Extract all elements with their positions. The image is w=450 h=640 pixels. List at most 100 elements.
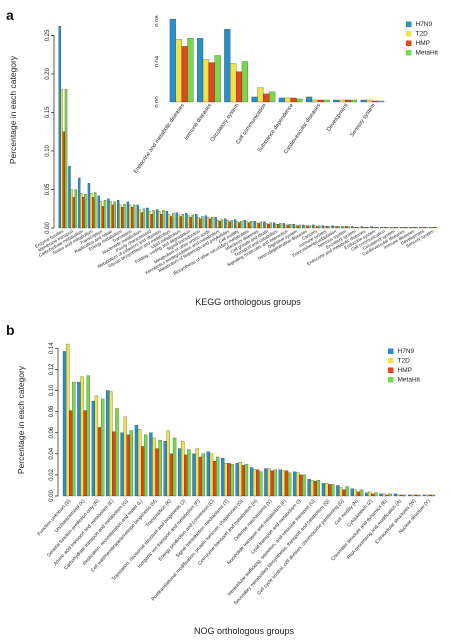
bar <box>394 227 397 229</box>
bar <box>425 227 428 229</box>
bar <box>89 193 93 229</box>
panel-a-y-axis: 0.00 0.05 0.10 0.15 0.20 0.25 <box>45 29 55 234</box>
y-tick-label: 0.25 <box>45 29 51 41</box>
bar <box>218 220 221 229</box>
bar <box>166 430 171 497</box>
bar <box>382 493 386 497</box>
bar <box>272 222 276 229</box>
bar <box>191 214 194 229</box>
bar <box>236 71 243 103</box>
bar <box>144 434 148 497</box>
bar <box>228 221 231 229</box>
panel-a-label: a <box>6 7 14 23</box>
bar <box>374 227 377 229</box>
bar <box>384 227 387 229</box>
bar <box>310 480 314 497</box>
bar <box>290 97 297 103</box>
bar <box>247 222 251 229</box>
y-tick-label: 0.00 <box>45 222 51 234</box>
bar <box>323 99 330 103</box>
bar <box>83 410 87 497</box>
bar <box>179 216 183 229</box>
y-tick-label: 0.06 <box>49 426 55 438</box>
bar <box>335 226 338 229</box>
bar <box>339 487 343 497</box>
bar <box>409 227 412 229</box>
bar <box>94 192 97 229</box>
bar <box>393 493 398 497</box>
bar <box>172 437 177 497</box>
bar <box>212 461 217 497</box>
bar <box>296 472 300 497</box>
bar <box>121 207 124 229</box>
bar <box>198 456 202 497</box>
bar <box>58 26 61 229</box>
bar <box>224 29 231 103</box>
bar <box>287 472 292 497</box>
bar <box>240 220 243 229</box>
bar <box>296 98 303 103</box>
bar <box>311 224 315 229</box>
bar <box>230 63 237 103</box>
bar <box>62 351 67 497</box>
bar <box>227 463 231 497</box>
bar <box>339 99 346 103</box>
bar <box>370 226 373 229</box>
panel-a: a Percentage in each category KEGG ortho… <box>6 7 438 307</box>
bar <box>327 484 332 497</box>
bar <box>133 204 136 229</box>
bar <box>103 200 107 229</box>
y-tick-label: 0.15 <box>45 106 51 118</box>
bar <box>255 222 258 229</box>
bar <box>194 214 198 229</box>
x-tick-label: Cell wall/membrane/envelope biogenesis (… <box>90 498 159 573</box>
bar <box>136 204 139 229</box>
panel-b-label: b <box>6 322 15 338</box>
bar <box>175 212 178 229</box>
y-tick-label: 0.20 <box>45 67 51 79</box>
legend-swatch <box>388 367 394 373</box>
bar <box>149 432 153 497</box>
bar <box>140 446 145 497</box>
bar <box>189 217 192 229</box>
bar <box>345 486 349 497</box>
bar <box>267 224 270 229</box>
bar <box>113 201 116 229</box>
panel-b-ylabel: Percentage in each category <box>16 365 26 474</box>
legend-label: T2D <box>416 31 429 38</box>
bar <box>123 203 126 229</box>
bar <box>244 464 249 497</box>
bar <box>69 410 73 497</box>
legend-swatch <box>388 377 394 383</box>
bar <box>175 39 182 103</box>
bar <box>165 210 169 229</box>
bar <box>197 217 200 229</box>
bar <box>298 224 302 229</box>
bar <box>158 439 162 497</box>
bar <box>130 207 134 229</box>
bar <box>60 89 63 229</box>
bar <box>435 227 438 229</box>
bar <box>77 381 81 497</box>
bar <box>187 215 190 229</box>
bar <box>256 469 260 497</box>
bar <box>137 429 142 497</box>
bar <box>313 481 317 497</box>
panel-a-inset: 0.000.040.08 Endocrine and metabolic dis… <box>133 14 446 175</box>
bar <box>172 213 175 229</box>
bar <box>230 464 234 497</box>
bar <box>72 381 76 497</box>
bar <box>160 214 163 229</box>
bar <box>202 59 210 103</box>
bar <box>241 61 248 103</box>
bar <box>201 453 205 497</box>
bar <box>343 226 346 229</box>
bar <box>80 376 84 497</box>
bar <box>64 89 68 229</box>
bar <box>65 343 70 497</box>
bar <box>380 227 383 229</box>
bar <box>220 219 224 229</box>
bar <box>294 224 297 229</box>
bar <box>431 494 436 497</box>
bar <box>273 469 277 497</box>
